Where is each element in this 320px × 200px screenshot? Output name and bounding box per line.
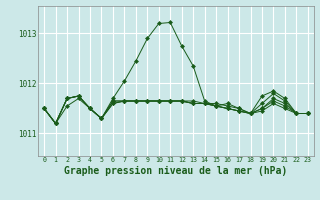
X-axis label: Graphe pression niveau de la mer (hPa): Graphe pression niveau de la mer (hPa) (64, 166, 288, 176)
